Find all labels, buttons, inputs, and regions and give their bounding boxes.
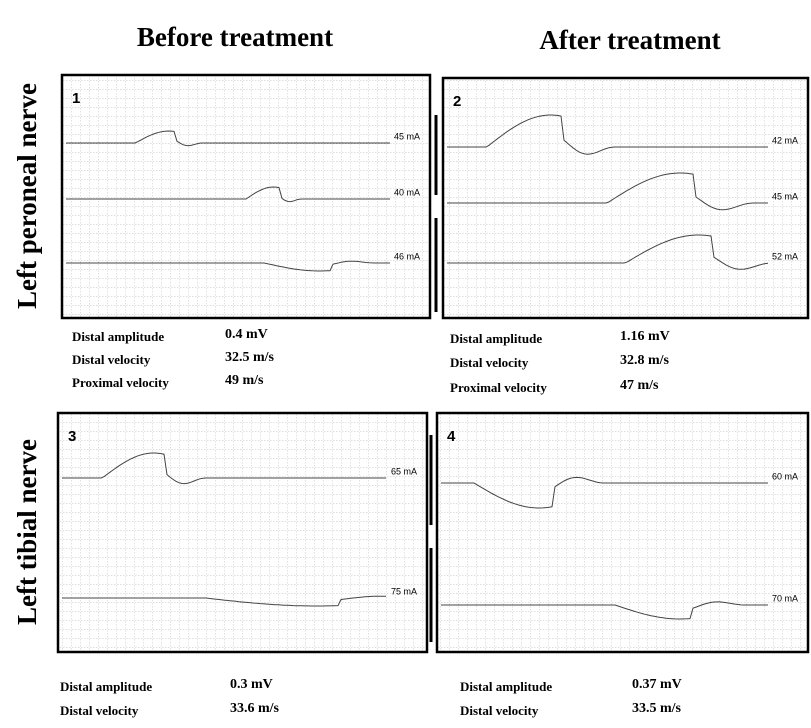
measure-value: 33.5 m/s (632, 701, 682, 716)
panel-number: 3 (68, 428, 76, 445)
stimulus-label: 45 mA (394, 131, 420, 141)
stimulus-label: 65 mA (391, 466, 417, 476)
measure-label: Distal amplitude (450, 331, 542, 346)
stimulus-label: 70 mA (772, 593, 798, 603)
stimulus-label: 42 mA (772, 135, 798, 145)
measure-label: Distal velocity (60, 703, 139, 718)
stimulus-label: 60 mA (772, 471, 798, 481)
panel-number: 2 (453, 93, 461, 110)
measure-label: Distal velocity (460, 703, 539, 718)
measure-value: 33.6 m/s (230, 701, 280, 716)
measure-value: 49 m/s (225, 373, 264, 388)
panel-number: 4 (447, 428, 456, 445)
column-header: Before treatment (137, 22, 333, 52)
recording-grid (437, 413, 808, 652)
measure-value: 32.5 m/s (225, 350, 275, 365)
measure-value: 0.37 mV (632, 677, 682, 692)
stimulus-label: 45 mA (772, 191, 798, 201)
recording-grid (62, 75, 430, 318)
stimulus-label: 52 mA (772, 251, 798, 261)
measure-label: Distal velocity (450, 355, 529, 370)
row-label: Left peroneal nerve (12, 83, 42, 309)
recording-grid (443, 78, 808, 318)
column-header: After treatment (539, 25, 720, 55)
measure-label: Distal amplitude (460, 679, 552, 694)
figure: Before treatment After treatment Left pe… (0, 0, 811, 728)
measure-label: Proximal velocity (450, 380, 547, 395)
measure-value: 32.8 m/s (620, 353, 670, 368)
measure-value: 1.16 mV (620, 329, 670, 344)
measure-value: 47 m/s (620, 378, 659, 393)
stimulus-label: 75 mA (391, 586, 417, 596)
panel-number: 1 (72, 90, 80, 107)
stimulus-label: 46 mA (394, 251, 420, 261)
stimulus-label: 40 mA (394, 187, 420, 197)
measure-label: Distal velocity (72, 352, 151, 367)
measure-value: 0.3 mV (230, 677, 273, 692)
measure-label: Proximal velocity (72, 375, 169, 390)
measure-label: Distal amplitude (60, 679, 152, 694)
measure-label: Distal amplitude (72, 329, 164, 344)
row-label: Left tibial nerve (12, 439, 42, 625)
measure-value: 0.4 mV (225, 327, 268, 342)
recording-grid (58, 413, 427, 652)
